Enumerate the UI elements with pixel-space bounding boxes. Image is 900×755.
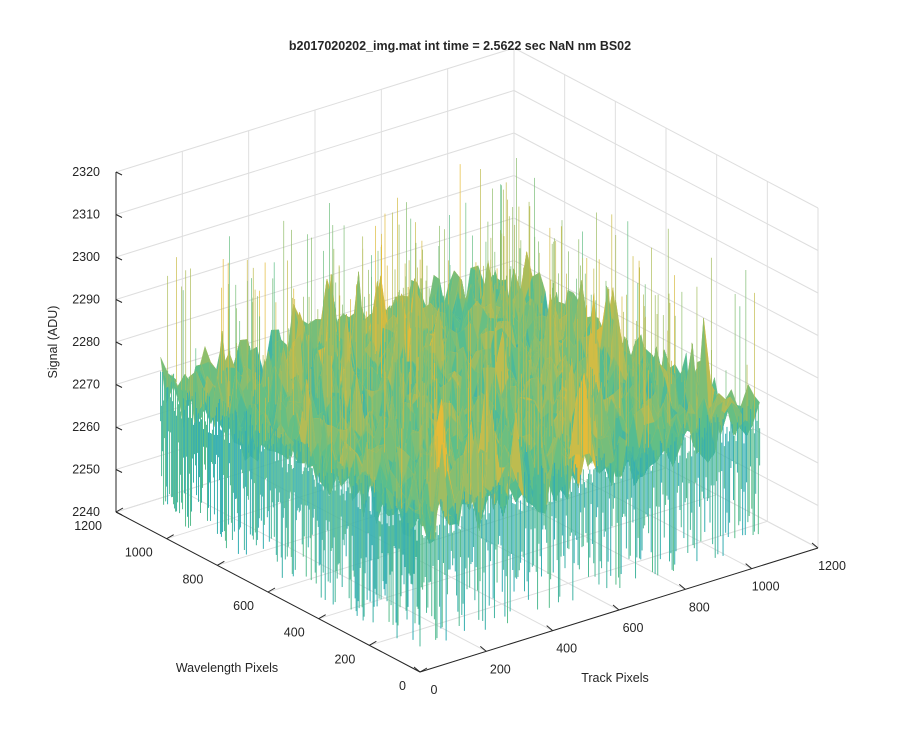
- y-tick-mark: [419, 667, 428, 673]
- x-tick-label: 400: [556, 642, 577, 656]
- x-tick-label: 1200: [818, 559, 846, 573]
- y-tick-mark: [166, 534, 174, 540]
- x-tick-mark: [480, 645, 487, 652]
- y-tick-mark: [217, 560, 225, 566]
- y-tick-label: 1200: [74, 519, 102, 533]
- x-tick-mark: [679, 583, 686, 590]
- axes: [115, 171, 819, 673]
- z-tick-label: 2280: [72, 335, 100, 349]
- x-tick-label: 800: [689, 600, 710, 614]
- z-tick-mark: [115, 341, 123, 346]
- z-tick-mark: [115, 256, 123, 261]
- z-tick-mark: [115, 171, 123, 176]
- chart-title: b2017020202_img.mat int time = 2.5622 se…: [289, 39, 631, 53]
- y-tick-label: 400: [284, 626, 305, 640]
- y-axis-label: Wavelength Pixels: [176, 661, 278, 675]
- x-tick-label: 200: [490, 662, 511, 676]
- grid-lines: [115, 47, 819, 673]
- x-tick-mark: [413, 666, 421, 673]
- x-tick-mark: [546, 625, 553, 632]
- surface-mesh: [160, 158, 761, 647]
- x-tick-mark: [612, 604, 620, 611]
- z-tick-mark: [115, 384, 123, 388]
- z-tick-mark: [115, 469, 123, 473]
- y-tick-label: 800: [182, 572, 203, 586]
- z-tick-label: 2290: [72, 293, 100, 307]
- z-tick-label: 2240: [72, 505, 100, 519]
- y-tick-mark: [318, 614, 326, 620]
- y-tick-label: 0: [399, 679, 406, 693]
- y-tick-label: 600: [233, 599, 254, 613]
- y-tick-mark: [369, 640, 377, 646]
- tick-labels: 0 200 400 600 800 1000 1200 0 200 400 600 800 1000 12…: [72, 165, 846, 697]
- z-tick-label: 2270: [72, 378, 100, 392]
- x-tick-label: 0: [431, 683, 438, 697]
- z-axis-label: Signal (ADU): [46, 306, 60, 379]
- y-tick-label: 1000: [125, 546, 153, 560]
- y-tick-mark: [115, 507, 124, 513]
- x-tick-mark: [745, 563, 752, 570]
- z-tick-mark: [115, 511, 123, 516]
- z-tick-label: 2300: [72, 250, 100, 264]
- z-tick-label: 2320: [72, 165, 100, 179]
- x-tick-mark: [811, 542, 819, 549]
- y-tick-mark: [267, 587, 276, 593]
- z-tick-label: 2310: [72, 208, 100, 222]
- z-tick-mark: [115, 426, 123, 431]
- z-tick-mark: [115, 299, 123, 303]
- x-tick-label: 600: [623, 621, 644, 635]
- y-tick-label: 200: [334, 652, 355, 666]
- z-tick-label: 2250: [72, 463, 100, 477]
- z-tick-mark: [115, 214, 123, 218]
- x-tick-label: 1000: [752, 580, 780, 594]
- x-axis-label: Track Pixels: [581, 671, 649, 685]
- z-tick-label: 2260: [72, 420, 100, 434]
